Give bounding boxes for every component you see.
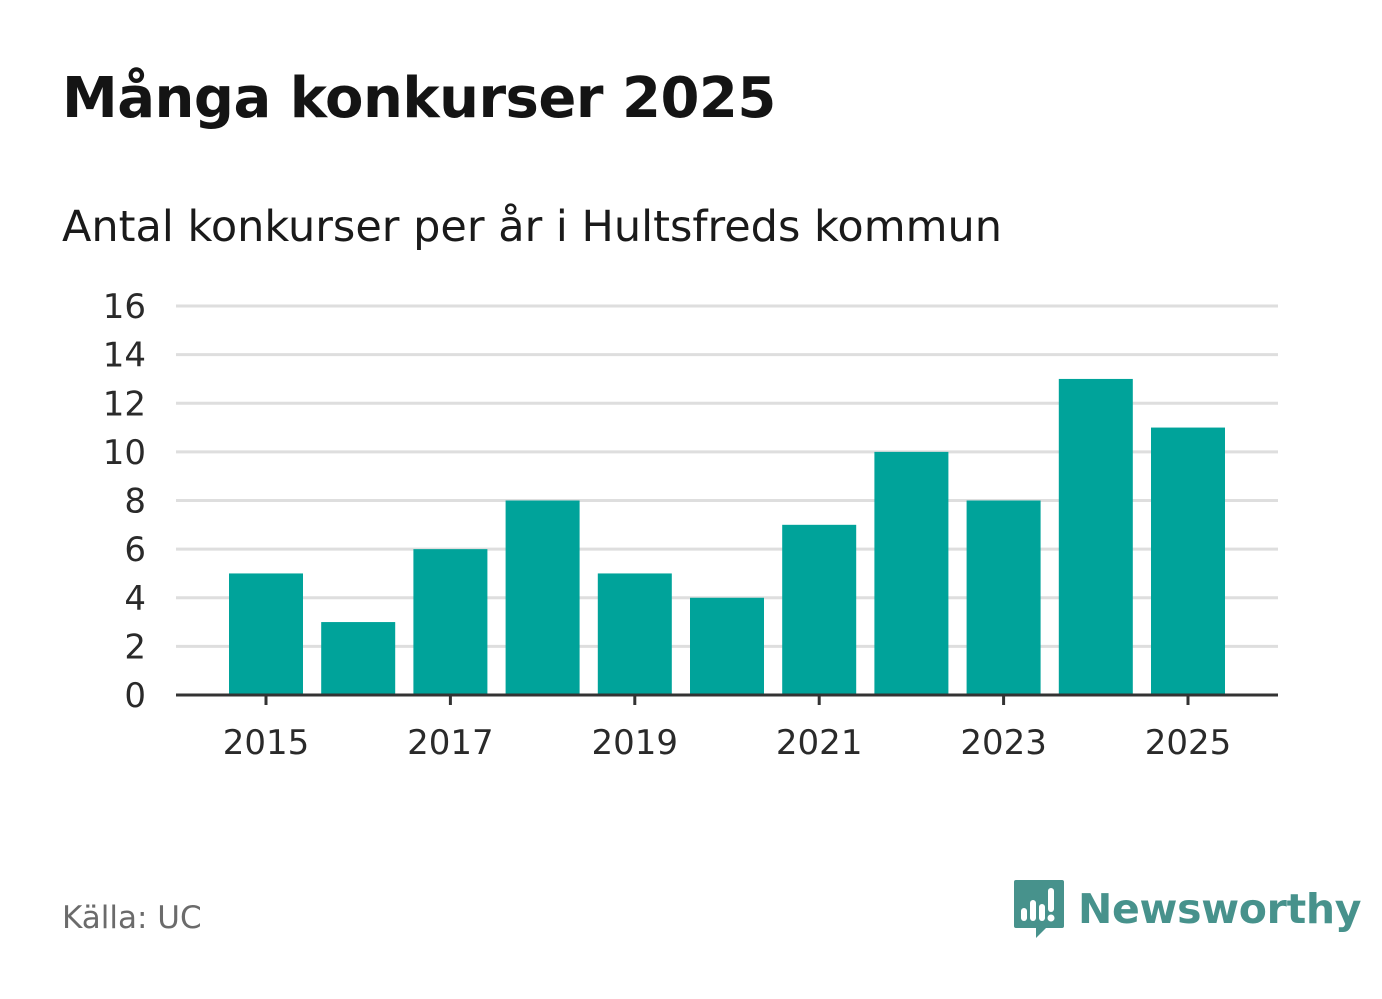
y-tick-label: 12 (103, 384, 146, 424)
bar-2019 (597, 573, 672, 695)
y-tick-label: 2 (124, 627, 146, 667)
x-axis-labels: 2015 2017 2019 2021 2023 2025 (223, 723, 1232, 763)
x-tick-label: 2017 (407, 723, 494, 763)
source-note: Källa: UC (62, 900, 202, 936)
bar-2018 (505, 500, 580, 695)
bar-chart: 0 2 4 6 8 10 12 14 16 2015 2017 2019 2021 2023 2025 (103, 287, 1278, 763)
x-tick-label: 2015 (223, 723, 310, 763)
bar-2017 (413, 549, 488, 695)
x-tick-label: 2025 (1145, 723, 1232, 763)
y-tick-label: 4 (124, 579, 146, 619)
bar-2016 (321, 622, 396, 695)
chart-subtitle: Antal konkurser per år i Hultsfreds komm… (62, 202, 1002, 252)
brand-logo: Newsworthy (1012, 878, 1361, 940)
bar-2020 (690, 597, 764, 695)
y-tick-label: 8 (124, 482, 146, 522)
bar-2015 (229, 573, 303, 695)
y-tick-label: 10 (103, 433, 146, 473)
x-tick-label: 2019 (592, 723, 679, 763)
y-tick-label: 16 (103, 287, 146, 327)
x-tick-label: 2021 (776, 723, 863, 763)
x-axis (176, 693, 1278, 705)
y-tick-label: 0 (124, 676, 146, 716)
brand-name: Newsworthy (1078, 885, 1362, 933)
bar-2024 (1058, 378, 1133, 695)
y-tick-label: 6 (124, 530, 146, 570)
bars (229, 378, 1225, 695)
newsworthy-logo-icon (1014, 880, 1064, 938)
x-tick-label: 2023 (960, 723, 1047, 763)
y-tick-label: 14 (103, 336, 146, 376)
bar-2025 (1151, 427, 1225, 695)
bar-2021 (782, 524, 857, 695)
bar-2022 (874, 451, 949, 695)
bar-2023 (966, 500, 1041, 695)
y-axis-labels: 0 2 4 6 8 10 12 14 16 (103, 287, 146, 716)
chart-title: Många konkurser 2025 (62, 66, 776, 131)
